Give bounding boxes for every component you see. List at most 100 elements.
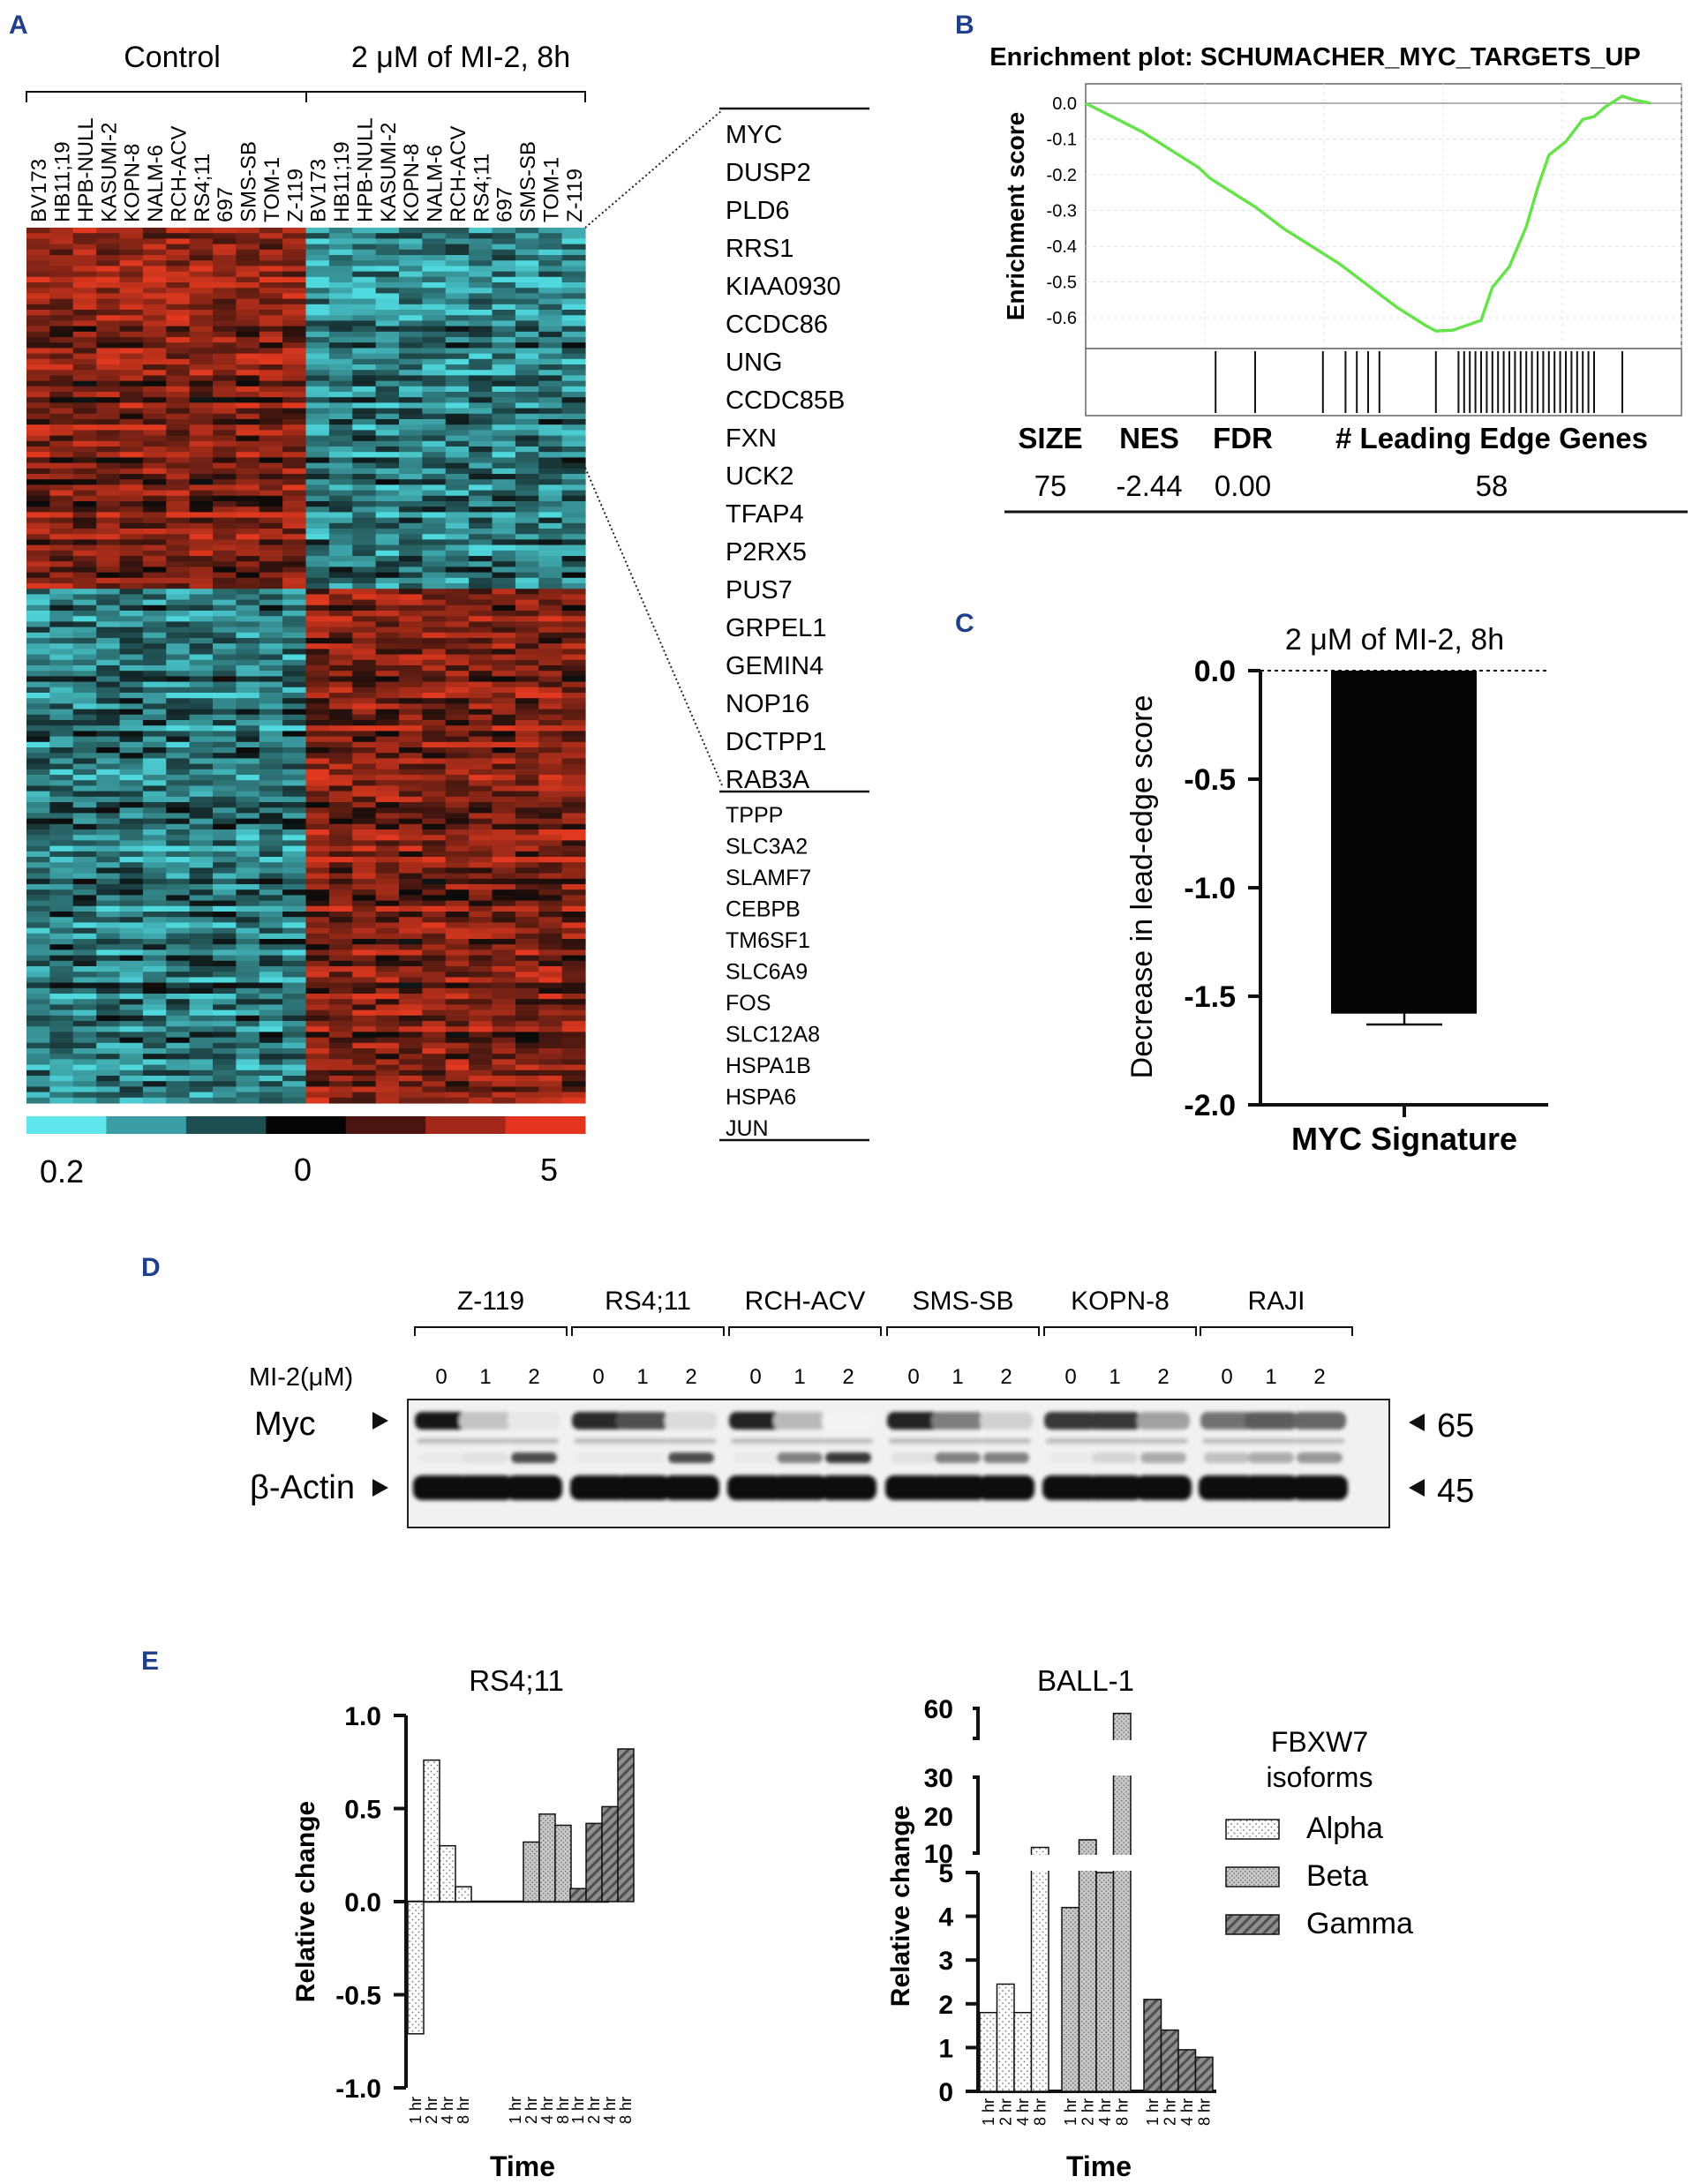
dose-value: 1 [479,1365,491,1389]
rs411-x-tick-label: 4 hr [439,2097,456,2124]
ball1-x-tick-label: 8 hr [1113,2098,1131,2126]
group-label-treated: 2 μM of MI-2, 8h [351,41,570,74]
kda-label-45: 45 [1437,1473,1474,1510]
dose-value: 2 [842,1365,854,1389]
stats-header-size: SIZE [1018,422,1082,454]
colorbar-segment [26,1116,107,1134]
gene-label: RRS1 [726,235,794,263]
group-label-control: Control [124,41,221,74]
gene-label: GRPEL1 [726,614,826,642]
gsea-y-tick-label: 0.0 [1052,94,1077,114]
rs411-y-tick-label: 0.0 [344,1888,381,1918]
myc-signature-bar [1331,671,1477,1014]
dose-value: 0 [435,1365,447,1389]
blot-bracket [1043,1326,1197,1336]
ball1-bar [996,1983,1015,2092]
dose-value: 0 [1221,1365,1232,1389]
cell-line-label: HPB-NULL [74,117,98,222]
gene-label: CCDC86 [726,311,828,339]
dose-value: 2 [528,1365,539,1389]
ball1-x-tick-label: 1 hr [1062,2098,1079,2126]
rs411-bar [617,1748,635,1903]
ball1-bars [979,1712,1218,2092]
ball1-y-tick-label: 0 [938,2078,953,2107]
ball1-bar [979,2011,998,2092]
rs411-bar [601,1805,619,1903]
legend-swatch-gamma [1225,1914,1280,1935]
ball1-bar [1143,1999,1162,2092]
cell-line-label: BV173 [307,159,331,222]
cell-line-labels: BV173 HB11;19 HPB-NULL KASUMI-2 KOPN-8 NALM-6… [27,117,587,222]
ball1-bar [1177,2049,1197,2092]
gsea-plot-frame [1085,83,1682,349]
rs411-bar [585,1822,603,1903]
rs411-bar [523,1841,540,1903]
gsea-ylabel: Enrichment score [1002,112,1029,321]
rs411-x-tick-label: 2 hr [423,2097,440,2124]
gsea-y-tick-label: -0.2 [1047,166,1077,185]
ball1-x-tick-label: 2 hr [1079,2098,1096,2126]
legend-label-gamma: Gamma [1306,1907,1413,1940]
cell-line-label: SMS-SB [516,141,540,222]
kda-arrow-45 [1409,1479,1425,1497]
rs411-x-tick-label: 1 hr [507,2097,524,2124]
rs411-bars [407,1748,635,2035]
colorbar [26,1116,586,1134]
ball1-bar [1112,1712,1132,2092]
cell-line-label: RCH-ACV [167,126,191,222]
gene-label: CEBPB [726,897,801,922]
rs411-x-tick-label: 8 hr [617,2097,635,2124]
western-blot-bands [413,1412,1348,1500]
colorbar-label-high: 5 [540,1152,558,1188]
gene-label: P2RX5 [726,538,807,567]
rs411-x-tick-label: 8 hr [554,2097,572,2124]
ball1-x-tick-label: 4 hr [1178,2098,1196,2126]
ball1-axis-segment-top [973,1707,980,1740]
ball1-x-tick-label: 8 hr [1195,2098,1213,2126]
ball1-y-tick-label: 10 [924,1840,953,1869]
ball1-x-tick-label: 8 hr [1031,2098,1049,2126]
cell-line-label: NALM-6 [424,145,448,222]
panel-letter-d: D [141,1253,161,1282]
blot-cell-line-label: RCH-ACV [745,1287,866,1316]
legend-title-line1: FBXW7 [1271,1726,1368,1758]
gene-label: SLAMF7 [726,866,811,890]
legend-title-line2: isoforms [1267,1761,1373,1793]
gene-label: SLC12A8 [726,1023,820,1047]
gsea-hit-frame [1085,348,1682,417]
dose-value: 0 [749,1365,761,1389]
blot-cell-line-label: KOPN-8 [1071,1287,1170,1316]
ball1-title: BALL-1 [1037,1664,1134,1697]
dose-value: 1 [636,1365,648,1389]
ball1-x-tick-label: 2 hr [1161,2098,1178,2126]
rs411-bar [423,1759,440,1903]
blot-bracket [1200,1326,1353,1336]
rs411-y-tick-label: -1.0 [335,2075,381,2104]
blot-cell-line-headers: Z-119 RS4;11 RCH-ACV SMS-SB KOPN-8 RAJI [414,1287,1353,1336]
cell-line-label: KASUMI-2 [97,123,121,222]
rs411-x-tick-label: 2 hr [585,2097,603,2124]
ball1-bar [1061,1906,1080,2092]
rs411-bar [455,1886,472,1903]
panel-c-ylabel: Decrease in lead-edge score [1125,695,1159,1079]
ball1-x-tick-label: 4 hr [1096,2098,1114,2126]
ball1-x-tick-label: 1 hr [980,2098,997,2126]
rs411-x-tick-label: 8 hr [455,2097,472,2124]
cell-line-label: TOM-1 [539,157,563,222]
gene-label: RAB3A [726,766,810,794]
gene-label: GEMIN4 [726,652,824,680]
gene-label: MYC [726,121,782,149]
ball1-y-tick-label: 20 [924,1803,953,1832]
gsea-y-tick-label: -0.5 [1047,274,1077,293]
ball1-y-tick-label: 1 [938,2034,953,2063]
rs411-bar [538,1813,556,1903]
dose-value: 1 [952,1365,963,1389]
gsea-y-ticks: 0.0 -0.1 -0.2 -0.3 -0.4 -0.5 -0.6 [1047,94,1077,328]
panel-e: RS4;11 1.00.50.0-0.5-1.0 1 hr2 hr4 hr8 h… [291,1664,1413,2182]
panel-a: Control 2 μM of MI-2, 8h BV173 HB11;19 HPB… [26,41,869,1190]
cell-line-label: KASUMI-2 [377,123,401,222]
blot-cell-line-label: Z-119 [457,1287,524,1316]
colorbar-label-mid: 0 [294,1152,312,1188]
gene-label: TFAP4 [726,500,804,529]
cell-line-label: Z-119 [563,169,587,222]
